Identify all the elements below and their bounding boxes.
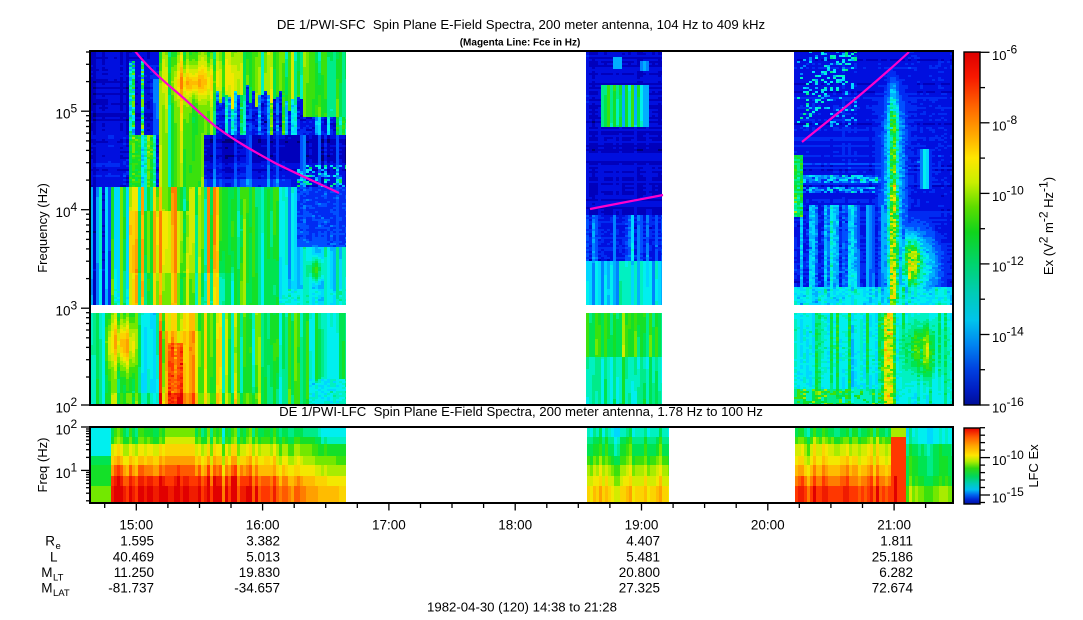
svg-text:10: 10 <box>992 491 1006 506</box>
svg-text:10: 10 <box>55 304 70 319</box>
svg-text:LT: LT <box>53 573 64 584</box>
svg-text:15:00: 15:00 <box>119 518 153 533</box>
svg-text:10: 10 <box>55 205 70 220</box>
svg-text:DE 1/PWI-SFC Spin Plane E-Fie: DE 1/PWI-SFC Spin Plane E-Field Spectra,… <box>277 17 765 32</box>
svg-text:-10: -10 <box>1007 184 1025 198</box>
svg-text:-10: -10 <box>1007 448 1025 462</box>
svg-text:Ex (V2 m-2 Hz-1): Ex (V2 m-2 Hz-1) <box>1037 177 1057 275</box>
svg-text:17:00: 17:00 <box>372 518 406 533</box>
svg-text:-34.657: -34.657 <box>234 581 280 596</box>
svg-text:11.250: 11.250 <box>114 565 154 580</box>
svg-text:6.282: 6.282 <box>879 565 913 580</box>
svg-text:LAT: LAT <box>53 588 70 599</box>
svg-text:5.013: 5.013 <box>246 550 280 565</box>
svg-text:M: M <box>41 581 52 596</box>
svg-text:-14: -14 <box>1007 325 1025 339</box>
svg-text:25.186: 25.186 <box>872 550 913 565</box>
svg-text:27.325: 27.325 <box>619 581 660 596</box>
svg-text:72.674: 72.674 <box>872 581 914 596</box>
svg-text:L: L <box>50 550 58 565</box>
svg-text:10: 10 <box>992 189 1006 204</box>
svg-text:3.382: 3.382 <box>246 534 280 549</box>
svg-text:-12: -12 <box>1007 254 1025 268</box>
svg-text:10: 10 <box>55 107 70 122</box>
svg-text:4: 4 <box>71 200 78 214</box>
svg-text:-16: -16 <box>1007 395 1025 409</box>
svg-text:4.407: 4.407 <box>626 534 660 549</box>
svg-text:10: 10 <box>992 401 1006 416</box>
svg-text:10: 10 <box>992 48 1006 63</box>
svg-text:18:00: 18:00 <box>498 518 532 533</box>
svg-text:5.481: 5.481 <box>626 550 660 565</box>
svg-text:19.830: 19.830 <box>239 565 280 580</box>
svg-text:R: R <box>45 534 55 549</box>
svg-text:20:00: 20:00 <box>751 518 785 533</box>
svg-text:10: 10 <box>55 401 70 416</box>
svg-text:3: 3 <box>71 298 78 312</box>
svg-text:21:00: 21:00 <box>877 518 911 533</box>
svg-text:10: 10 <box>992 330 1006 345</box>
svg-text:2: 2 <box>71 395 78 409</box>
svg-text:19:00: 19:00 <box>625 518 659 533</box>
svg-text:-81.737: -81.737 <box>108 581 154 596</box>
svg-text:1982-04-30 (120) 14:38 to 21:2: 1982-04-30 (120) 14:38 to 21:28 <box>427 600 617 615</box>
svg-text:DE 1/PWI-LFC Spin Plane E-Fie: DE 1/PWI-LFC Spin Plane E-Field Spectra,… <box>279 404 763 419</box>
svg-text:40.469: 40.469 <box>113 550 154 565</box>
svg-text:1: 1 <box>71 461 78 475</box>
svg-text:16:00: 16:00 <box>246 518 280 533</box>
svg-text:-8: -8 <box>1007 113 1018 127</box>
svg-text:(Magenta Line: Fce in Hz): (Magenta Line: Fce in Hz) <box>460 38 581 49</box>
svg-text:10: 10 <box>55 466 70 481</box>
svg-text:M: M <box>41 565 52 580</box>
svg-text:1.595: 1.595 <box>120 534 154 549</box>
svg-text:5: 5 <box>71 101 78 115</box>
svg-text:2: 2 <box>71 417 78 431</box>
svg-text:e: e <box>56 541 61 552</box>
svg-text:Freq (Hz): Freq (Hz) <box>35 438 50 493</box>
svg-text:10: 10 <box>992 118 1006 133</box>
svg-text:10: 10 <box>55 423 70 438</box>
svg-text:-6: -6 <box>1007 43 1018 57</box>
svg-text:LFC Ex: LFC Ex <box>1026 444 1041 488</box>
svg-text:1.811: 1.811 <box>880 534 913 549</box>
svg-text:10: 10 <box>992 453 1006 468</box>
svg-text:Frequency (Hz): Frequency (Hz) <box>35 183 50 273</box>
svg-text:-15: -15 <box>1007 485 1025 499</box>
svg-text:20.800: 20.800 <box>619 565 660 580</box>
svg-text:10: 10 <box>992 259 1006 274</box>
